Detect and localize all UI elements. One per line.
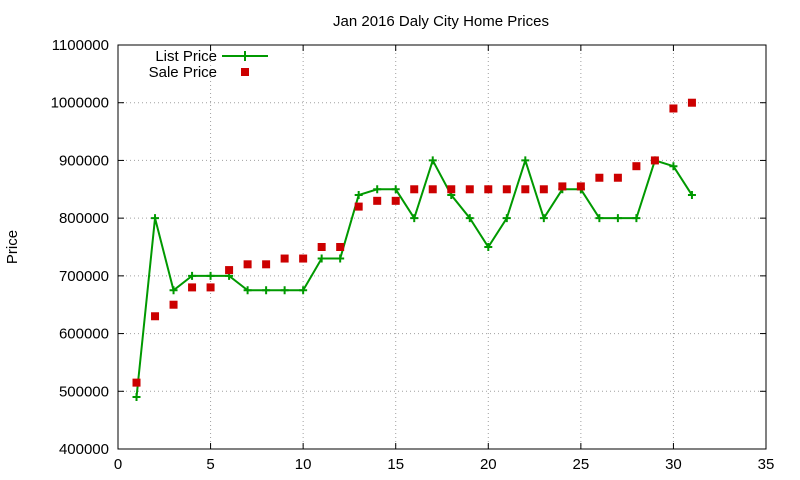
list-price-point [502, 214, 511, 223]
x-tick-label: 15 [387, 456, 404, 473]
legend-label-list-price: List Price [155, 48, 217, 65]
sale-price-point [354, 202, 363, 211]
sale-price-series [132, 98, 696, 387]
list-price-point [632, 214, 641, 223]
x-tick-label: 10 [295, 456, 312, 473]
sale-price-point [502, 185, 511, 194]
sale-price-point [669, 104, 678, 113]
y-tick-label: 800000 [59, 210, 109, 227]
y-tick-label: 700000 [59, 268, 109, 285]
legend-marker-list-price [240, 51, 250, 61]
y-tick-label: 900000 [59, 152, 109, 169]
sale-price-point [447, 185, 456, 194]
sale-price-point [262, 260, 271, 269]
sale-price-point [299, 254, 308, 263]
sale-price-point [317, 243, 326, 251]
x-tick-label: 20 [480, 456, 497, 473]
list-price-point [669, 162, 678, 171]
y-tick-label: 400000 [59, 441, 109, 458]
list-price-point [262, 286, 271, 295]
list-price-point [428, 156, 437, 165]
y-tick-label: 500000 [59, 383, 109, 400]
list-price-point [521, 156, 530, 165]
x-tick-label: 35 [758, 456, 775, 473]
x-axis: 0 5 10 15 20 25 30 35 [114, 45, 775, 473]
list-price-point [336, 254, 345, 263]
y-tick-label: 600000 [59, 326, 109, 343]
legend-label-sale-price: Sale Price [149, 64, 217, 81]
sale-price-point [336, 243, 345, 251]
list-price-point [484, 243, 493, 251]
x-tick-label: 25 [573, 456, 590, 473]
legend: List Price Sale Price [149, 48, 268, 81]
sale-price-point [151, 312, 160, 321]
sale-price-point [132, 378, 141, 387]
list-price-point [243, 286, 252, 295]
list-price-point [539, 214, 548, 223]
y-tick-label: 1100000 [52, 37, 109, 54]
list-price-point [354, 191, 363, 200]
list-price-point [391, 185, 400, 194]
list-price-point [373, 185, 382, 194]
y-tick-label: 1000000 [51, 95, 109, 112]
list-price-point [410, 214, 419, 223]
list-price-point [465, 214, 474, 223]
list-price-point [595, 214, 604, 223]
list-price-point [169, 286, 178, 295]
sale-price-point [169, 300, 178, 309]
y-axis: 400000 500000 600000 700000 800000 900000 1000… [51, 37, 766, 458]
list-price-point [687, 191, 696, 200]
list-price-point [132, 393, 141, 402]
sale-price-point [225, 266, 234, 275]
x-tick-label: 0 [114, 456, 122, 473]
sale-price-point [373, 196, 382, 205]
grid [118, 45, 766, 449]
x-tick-label: 30 [665, 456, 682, 473]
list-price-point [317, 254, 326, 263]
sale-price-point [687, 98, 696, 107]
sale-price-point [650, 156, 659, 165]
sale-price-point [188, 283, 197, 292]
sale-price-point [391, 196, 400, 205]
list-price-line [135, 157, 693, 398]
sale-price-point [410, 185, 419, 194]
sale-price-point [484, 185, 493, 194]
sale-price-point [632, 162, 641, 171]
sale-price-point [465, 185, 474, 194]
plot-frame [117, 44, 767, 450]
sale-price-point [613, 173, 622, 182]
sale-price-point [206, 283, 215, 292]
list-price-series [132, 156, 696, 402]
list-price-point [613, 214, 622, 223]
y-axis-label: Price [4, 230, 21, 264]
sale-price-point [558, 182, 567, 191]
list-price-point [299, 286, 308, 295]
list-price-point [280, 286, 289, 295]
sale-price-point [521, 185, 530, 194]
list-price-point [206, 271, 215, 280]
list-price-point [151, 214, 160, 223]
sale-price-point [280, 254, 289, 263]
chart-title: Jan 2016 Daly City Home Prices [333, 13, 549, 30]
legend-marker-sale-price [241, 68, 249, 76]
list-price-point [188, 271, 197, 280]
sale-price-point [428, 185, 437, 194]
sale-price-point [539, 185, 548, 194]
x-tick-label: 5 [206, 456, 214, 473]
sale-price-point [243, 260, 252, 269]
sale-price-point [576, 182, 585, 191]
sale-price-point [595, 173, 604, 182]
